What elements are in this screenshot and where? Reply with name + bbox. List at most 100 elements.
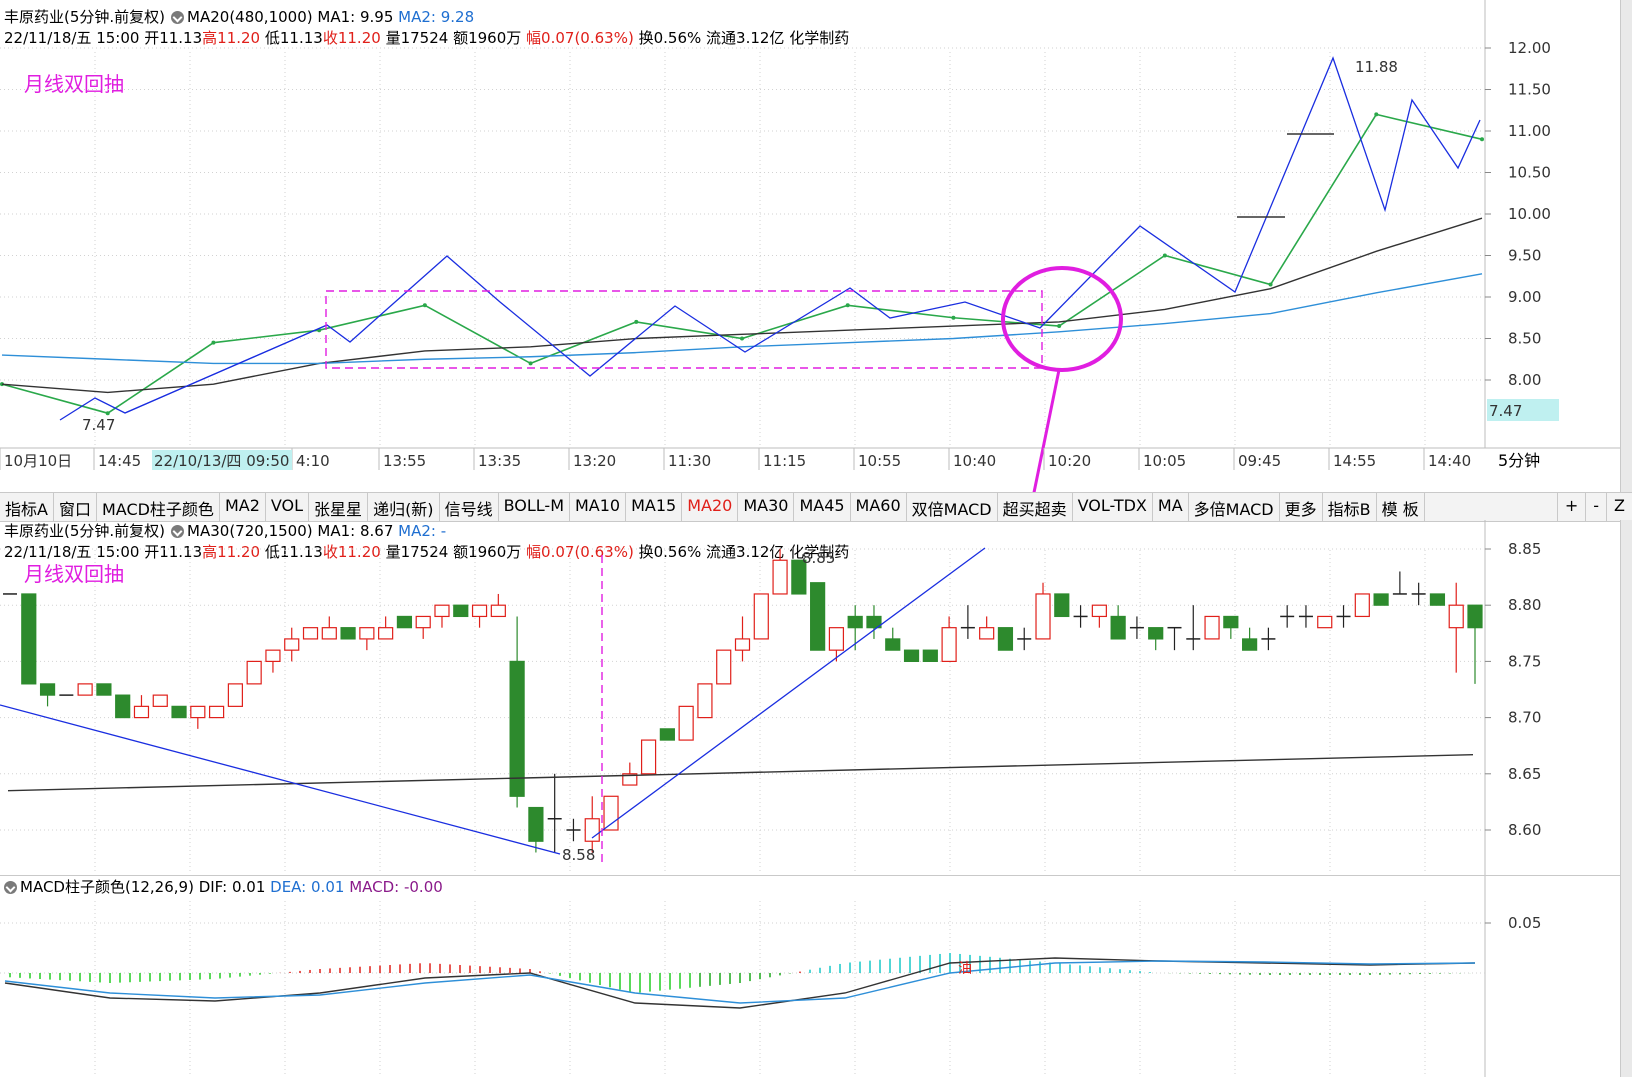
trend-line: [0, 704, 561, 855]
time-label: 13:35: [478, 452, 521, 470]
time-label: 14:45: [98, 452, 141, 470]
tab-control-1[interactable]: -: [1585, 493, 1606, 521]
macd-grid: 0.05: [0, 876, 1541, 1077]
macd-value: MACD: -0.00: [349, 878, 443, 896]
price-tick-label: 9.50: [1508, 247, 1541, 265]
tab-10[interactable]: MA15: [626, 493, 683, 521]
candle-body: [1448, 604, 1464, 629]
tab-21[interactable]: 指标B: [1323, 493, 1377, 521]
tab-13[interactable]: MA45: [794, 493, 851, 521]
tab-control-2[interactable]: Z: [1606, 493, 1632, 521]
macd-chart[interactable]: 0.05 油: [0, 876, 1632, 1077]
candle-body: [284, 638, 300, 651]
candle-body: [640, 739, 657, 775]
candle-body: [115, 694, 131, 719]
candle-body: [716, 649, 732, 685]
macd-tick-label: 0.05: [1508, 914, 1541, 932]
time-label: 10:20: [1048, 452, 1091, 470]
top-title: 丰原药业(5分钟.前复权): [4, 8, 166, 26]
tab-20[interactable]: 更多: [1280, 493, 1323, 521]
tab-18[interactable]: MA: [1153, 493, 1189, 521]
tab-7[interactable]: 信号线: [440, 493, 499, 521]
tab-2[interactable]: MACD柱子颜色: [97, 493, 220, 521]
data-point-price: [211, 340, 216, 345]
candle-body: [1091, 604, 1107, 618]
macd-dea: DEA: 0.01: [270, 878, 345, 896]
top-ma1: MA1: 9.95: [317, 8, 394, 26]
tab-4[interactable]: VOL: [266, 493, 310, 521]
candle-body: [1054, 593, 1070, 618]
candle-body: [1204, 615, 1220, 640]
settings-icon[interactable]: [171, 525, 185, 538]
tab-8[interactable]: BOLL-M: [499, 493, 570, 521]
right-scroll-strip-lower[interactable]: [1620, 520, 1632, 1077]
candle-body: [828, 627, 845, 651]
bottom-quote: 22/11/18/五 15:00 开11.13高11.20 低11.13收11.…: [4, 543, 849, 562]
time-label: 10:40: [953, 452, 996, 470]
candle-body: [603, 795, 619, 831]
right-scroll-strip[interactable]: [1620, 0, 1632, 492]
quote-date: 22/11/18/五 15:00: [4, 543, 140, 561]
tab-9[interactable]: MA10: [570, 493, 627, 521]
tab-5[interactable]: 张星星: [309, 493, 369, 521]
candle-body: [265, 649, 281, 663]
candle-body: [490, 604, 506, 618]
macd-marker: 油: [958, 961, 972, 977]
macd-label: MACD柱子颜色(12,26,9): [20, 878, 194, 896]
highlight-arrow: [1032, 369, 1061, 492]
candle-body: [396, 615, 413, 629]
candle-body: [1317, 615, 1333, 629]
candle-body: [471, 604, 488, 618]
quote-volume: 量17524: [385, 29, 449, 47]
tab-11[interactable]: MA20: [682, 493, 739, 521]
tab-17[interactable]: VOL-TDX: [1073, 493, 1153, 521]
price-tick-label: 8.50: [1508, 330, 1541, 348]
selected-time: 22/10/13/四 09:50: [154, 452, 289, 470]
top-price-chart[interactable]: 12.00 11.50 11.00 10.50 10.00 9.50 9.00 8.50 8.0…: [0, 0, 1632, 492]
tab-1[interactable]: 窗口: [54, 493, 97, 521]
candle-body: [753, 593, 769, 640]
candle-body: [1242, 638, 1258, 651]
tab-0[interactable]: 指标A: [0, 493, 54, 521]
macd-line-DEA: [4, 960, 1476, 1004]
settings-icon[interactable]: [171, 11, 185, 24]
top-price-axis: 12.00 11.50 11.00 10.50 10.00 9.50 9.00 8.50 8.0…: [1485, 39, 1559, 421]
tab-14[interactable]: MA60: [851, 493, 907, 521]
candle-body: [697, 683, 713, 719]
time-label: 14:55: [1333, 452, 1376, 470]
quote-change: 幅0.07(0.63%): [526, 29, 634, 47]
tab-22[interactable]: 模 板: [1377, 493, 1425, 521]
tab-15[interactable]: 双倍MACD: [907, 493, 998, 521]
tab-6[interactable]: 递归(新): [368, 493, 440, 521]
price-tag-bg: [1487, 399, 1559, 421]
peak-label: 11.88: [1355, 58, 1398, 76]
bottom-ma2: MA2: -: [398, 522, 447, 540]
series-line-MA1: [1, 217, 1483, 394]
tab-control-0[interactable]: +: [1556, 493, 1585, 521]
price-tick-label: 12.00: [1508, 39, 1551, 57]
tab-16[interactable]: 超买超卖: [998, 493, 1073, 521]
time-label: 14:40: [1428, 452, 1471, 470]
tab-3[interactable]: MA2: [220, 493, 266, 521]
quote-low: 低11.13: [264, 29, 323, 47]
tab-12[interactable]: MA30: [738, 493, 795, 521]
timeframe-label: 5分钟: [1498, 451, 1540, 470]
top-grid: [0, 0, 1620, 449]
candle-body: [340, 627, 356, 640]
candle-body: [979, 627, 995, 640]
candle-body: [209, 705, 225, 719]
data-point-price: [951, 315, 956, 320]
time-label: 13:55: [383, 452, 426, 470]
candle-body: [152, 694, 168, 707]
tab-19[interactable]: 多倍MACD: [1189, 493, 1280, 521]
bottom-candle-chart[interactable]: 8.85 8.80 8.75 8.70 8.65 8.60 8.85 8.58: [0, 520, 1632, 875]
bottom-price-axis: 8.85 8.80 8.75 8.70 8.65 8.60: [1485, 540, 1541, 839]
consolidation-box: [325, 290, 1043, 369]
ma1-line: [7, 753, 1474, 792]
settings-icon[interactable]: [4, 881, 17, 894]
time-label: 13:20: [573, 452, 616, 470]
price-tag: 7.47: [1489, 402, 1522, 420]
data-point-price: [1374, 112, 1379, 117]
candle-body: [772, 559, 788, 595]
price-tick-label: 8.80: [1508, 596, 1541, 614]
